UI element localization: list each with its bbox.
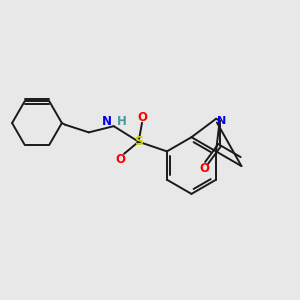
Text: H: H: [116, 115, 126, 128]
Text: S: S: [134, 135, 143, 148]
Text: N: N: [217, 116, 226, 126]
Text: O: O: [115, 153, 125, 166]
Text: O: O: [138, 111, 148, 124]
Text: N: N: [102, 115, 112, 128]
Text: O: O: [200, 162, 210, 175]
